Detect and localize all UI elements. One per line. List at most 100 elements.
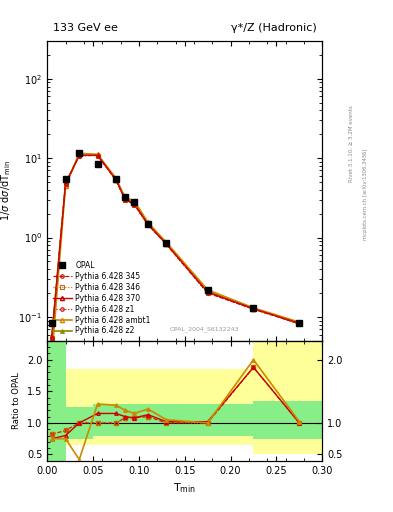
Line: Pythia 6.428 346: Pythia 6.428 346	[50, 154, 301, 339]
Pythia 6.428 346	[123, 197, 127, 203]
OPAL	[251, 305, 256, 311]
Pythia 6.428 ambt1	[114, 175, 118, 181]
Pythia 6.428 z1	[114, 177, 118, 183]
Bar	[93, 404, 157, 436]
Pythia 6.428 346	[146, 222, 151, 228]
Bar	[66, 407, 93, 439]
Pythia 6.428 346	[95, 153, 100, 159]
Text: γ*/Z (Hadronic): γ*/Z (Hadronic)	[231, 24, 317, 33]
Pythia 6.428 z1	[63, 180, 68, 186]
Pythia 6.428 z1	[123, 197, 127, 203]
Pythia 6.428 ambt1	[146, 220, 151, 226]
X-axis label: T$_{\rm min}$: T$_{\rm min}$	[173, 481, 196, 495]
OPAL	[50, 319, 54, 326]
Y-axis label: 1/$\sigma$ d$\sigma$/dT$_{\rm min}$: 1/$\sigma$ d$\sigma$/dT$_{\rm min}$	[0, 160, 13, 221]
Pythia 6.428 z1	[164, 241, 169, 247]
Pythia 6.428 346	[114, 177, 118, 183]
Pythia 6.428 z2	[63, 180, 68, 186]
Bar	[66, 445, 93, 461]
Pythia 6.428 z1	[297, 321, 302, 327]
Text: 133 GeV ee: 133 GeV ee	[53, 24, 118, 33]
Pythia 6.428 ambt1	[95, 151, 100, 157]
Pythia 6.428 z2	[164, 241, 169, 247]
Bar	[47, 328, 66, 461]
Pythia 6.428 345	[77, 153, 82, 159]
OPAL	[77, 151, 82, 157]
OPAL	[297, 319, 302, 326]
Bar	[47, 328, 66, 461]
Pythia 6.428 z1	[50, 334, 54, 340]
Pythia 6.428 370	[205, 289, 210, 295]
Pythia 6.428 345	[297, 321, 302, 327]
Y-axis label: Ratio to OPAL: Ratio to OPAL	[12, 372, 21, 429]
Pythia 6.428 z2	[95, 152, 100, 158]
Pythia 6.428 z1	[95, 153, 100, 159]
Pythia 6.428 370	[132, 201, 137, 207]
Pythia 6.428 z2	[297, 321, 302, 327]
OPAL	[63, 176, 68, 182]
OPAL	[114, 176, 118, 182]
Pythia 6.428 370	[146, 221, 151, 227]
Pythia 6.428 ambt1	[164, 239, 169, 245]
Bar	[157, 369, 208, 445]
Pythia 6.428 z2	[146, 221, 151, 227]
Pythia 6.428 370	[114, 177, 118, 183]
Line: Pythia 6.428 z1: Pythia 6.428 z1	[50, 154, 301, 339]
OPAL	[164, 240, 169, 246]
Pythia 6.428 z2	[77, 152, 82, 158]
Pythia 6.428 z1	[146, 222, 151, 228]
Pythia 6.428 z1	[77, 153, 82, 159]
Pythia 6.428 z2	[114, 176, 118, 182]
Pythia 6.428 z2	[132, 200, 137, 206]
Bar	[253, 328, 322, 455]
Pythia 6.428 ambt1	[132, 198, 137, 204]
OPAL	[132, 199, 137, 205]
OPAL	[95, 161, 100, 167]
Pythia 6.428 345	[205, 290, 210, 296]
Pythia 6.428 345	[251, 306, 256, 312]
Pythia 6.428 346	[63, 180, 68, 186]
Bar	[66, 369, 93, 445]
Pythia 6.428 ambt1	[123, 195, 127, 201]
Pythia 6.428 345	[146, 222, 151, 228]
Pythia 6.428 z2	[123, 196, 127, 202]
Pythia 6.428 346	[132, 202, 137, 208]
Line: Pythia 6.428 z2: Pythia 6.428 z2	[50, 153, 301, 339]
Pythia 6.428 345	[50, 334, 54, 340]
Bar	[157, 404, 208, 436]
Pythia 6.428 346	[77, 153, 82, 159]
Pythia 6.428 346	[251, 306, 256, 312]
Bar	[208, 369, 253, 445]
Bar	[93, 369, 157, 445]
Text: OPAL_2004_S6132243: OPAL_2004_S6132243	[169, 326, 239, 332]
Text: Rivet 3.1.10, ≥ 3.2M events: Rivet 3.1.10, ≥ 3.2M events	[349, 105, 354, 182]
Line: Pythia 6.428 370: Pythia 6.428 370	[50, 153, 301, 339]
Pythia 6.428 370	[251, 306, 256, 312]
Pythia 6.428 346	[50, 334, 54, 340]
Pythia 6.428 ambt1	[77, 151, 82, 157]
Line: OPAL: OPAL	[49, 151, 302, 325]
Pythia 6.428 370	[297, 321, 302, 327]
Line: Pythia 6.428 ambt1: Pythia 6.428 ambt1	[50, 152, 301, 360]
Pythia 6.428 z1	[205, 290, 210, 296]
OPAL	[123, 195, 127, 201]
Pythia 6.428 ambt1	[63, 183, 68, 189]
Bar	[208, 404, 253, 436]
Pythia 6.428 ambt1	[205, 287, 210, 293]
Pythia 6.428 z1	[251, 306, 256, 312]
Line: Pythia 6.428 345: Pythia 6.428 345	[50, 154, 301, 339]
Pythia 6.428 ambt1	[50, 355, 54, 361]
Pythia 6.428 345	[132, 202, 137, 208]
Pythia 6.428 z1	[132, 202, 137, 208]
OPAL	[205, 287, 210, 293]
Pythia 6.428 346	[297, 321, 302, 327]
Pythia 6.428 345	[123, 197, 127, 203]
Bar	[253, 401, 322, 439]
Pythia 6.428 370	[50, 334, 54, 340]
Pythia 6.428 345	[164, 241, 169, 247]
Pythia 6.428 370	[63, 181, 68, 187]
Pythia 6.428 z2	[205, 288, 210, 294]
Pythia 6.428 z2	[251, 305, 256, 311]
Pythia 6.428 370	[123, 196, 127, 202]
Pythia 6.428 346	[205, 290, 210, 296]
